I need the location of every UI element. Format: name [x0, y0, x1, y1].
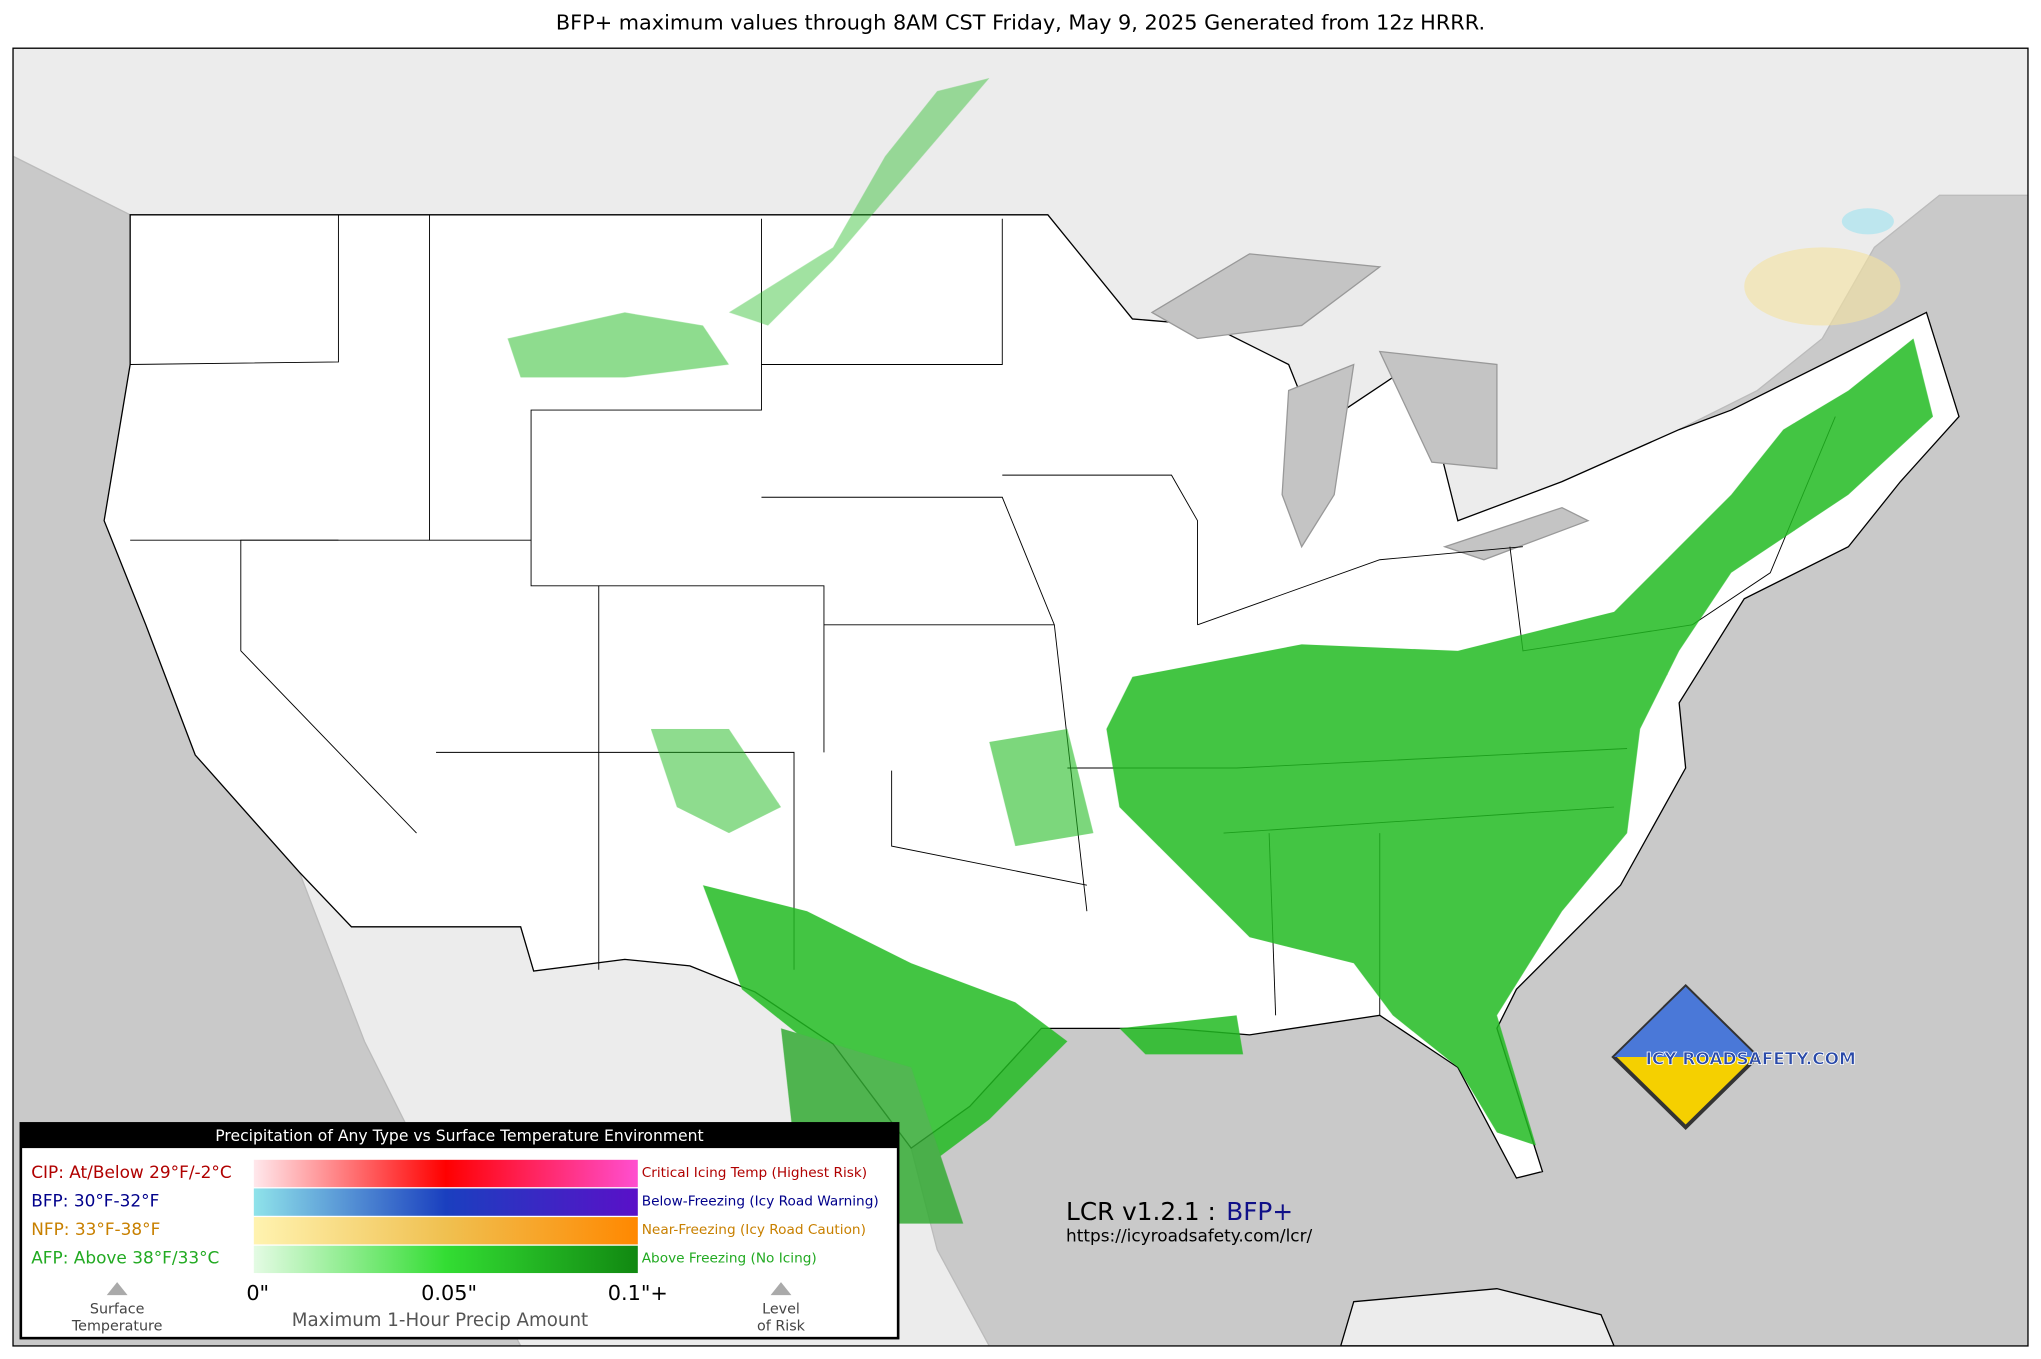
- logo: ICY ROADSAFETY.COM: [1611, 983, 1856, 1131]
- legend-description: Below-Freezing (Icy Road Warning): [642, 1193, 879, 1209]
- legend-header: Precipitation of Any Type vs Surface Tem…: [215, 1127, 703, 1145]
- map: ICY ROADSAFETY.COM: [13, 48, 2028, 1346]
- legend-label: AFP: Above 38°F/33°C: [31, 1248, 219, 1268]
- precip-nfp: [1744, 247, 1901, 326]
- legend-description: Above Freezing (No Icing): [642, 1251, 817, 1267]
- right-note: of Risk: [757, 1318, 806, 1334]
- legend-description: Critical Icing Temp (Highest Risk): [642, 1165, 867, 1181]
- cuba: [1340, 1288, 1615, 1346]
- scale-label: 0.05": [421, 1281, 477, 1305]
- axis-label: Maximum 1-Hour Precip Amount: [292, 1310, 588, 1331]
- color-bar: [253, 1159, 638, 1188]
- left-note: Surface: [90, 1302, 145, 1318]
- arrow-icon: [770, 1282, 792, 1296]
- precip-bfp: [1841, 208, 1894, 235]
- legend: Precipitation of Any Type vs Surface Tem…: [19, 1122, 900, 1340]
- lake-superior: [1150, 253, 1382, 340]
- color-bar: [253, 1188, 638, 1216]
- color-bar: [253, 1245, 638, 1274]
- legend-label: CIP: At/Below 29°F/-2°C: [31, 1162, 231, 1182]
- lake-erie: [1442, 506, 1590, 561]
- legend-label: BFP: 30°F-32°F: [31, 1190, 159, 1210]
- product: BFP+: [1226, 1197, 1293, 1226]
- lake-michigan: [1281, 363, 1355, 549]
- color-bar: [253, 1217, 638, 1245]
- legend-header-bar: [20, 1123, 899, 1149]
- arrow-icon: [106, 1282, 128, 1296]
- logo-text: ICY ROADSAFETY.COM: [1646, 1049, 1856, 1069]
- version-text: LCR v1.2.1 :: [1066, 1197, 1216, 1226]
- version: LCR v1.2.1 : BFP+: [1066, 1197, 1293, 1226]
- legend-label: NFP: 33°F-38°F: [31, 1219, 160, 1239]
- url: https://icyroadsafety.com/lcr/: [1066, 1226, 1312, 1246]
- scale-label: 0.1"+: [608, 1281, 668, 1305]
- legend-description: Near-Freezing (Icy Road Caution): [642, 1222, 866, 1238]
- scale-label: 0": [246, 1281, 269, 1305]
- title: BFP+ maximum values through 8AM CST Frid…: [556, 10, 1485, 34]
- map-frame: [12, 47, 2029, 1347]
- left-note: Temperature: [71, 1318, 163, 1334]
- right-note: Level: [762, 1302, 800, 1318]
- lake-huron: [1378, 350, 1498, 470]
